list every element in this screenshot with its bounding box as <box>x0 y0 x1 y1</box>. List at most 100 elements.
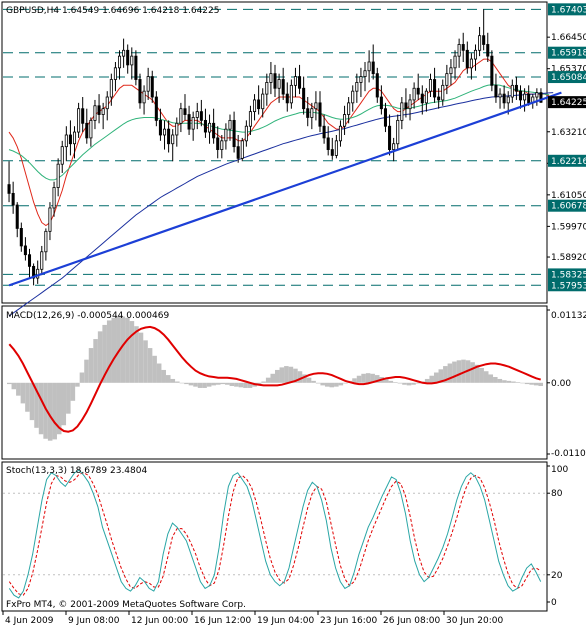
macd-histogram-bar <box>302 374 307 383</box>
macd-histogram-bar <box>456 360 462 383</box>
macd-histogram-bar <box>43 382 48 439</box>
candle-body <box>72 131 77 145</box>
candle-body <box>81 108 85 124</box>
candle-body <box>445 73 449 86</box>
macd-histogram-bar <box>161 369 166 383</box>
macd-histogram-bar <box>79 372 85 383</box>
candle-body <box>465 49 469 69</box>
macd-histogram-bar <box>284 366 289 383</box>
macd-histogram-bar <box>288 366 294 383</box>
candle-body <box>396 119 400 145</box>
macd-histogram-bar <box>411 382 416 385</box>
candle-body <box>44 230 48 253</box>
candle-body <box>195 111 199 118</box>
macd-histogram-bar <box>202 382 207 388</box>
macd-histogram-bar <box>374 375 380 383</box>
macd-histogram-bar <box>311 380 316 383</box>
candle-body <box>248 111 252 127</box>
macd-tick-label: -0.01107 <box>551 449 586 459</box>
level-price-tag <box>548 199 586 212</box>
candle-body <box>359 76 363 83</box>
current-price-tag <box>548 96 586 109</box>
macd-histogram-bar <box>152 355 157 383</box>
candle-body <box>453 55 457 69</box>
macd-histogram-bar <box>447 363 453 383</box>
macd-histogram-bar <box>125 317 130 383</box>
candle-body <box>355 82 359 92</box>
candle-body <box>85 122 89 139</box>
symbol-header: GBPUSD,H4 1.64549 1.64696 1.64218 1.6422… <box>6 6 219 16</box>
macd-histogram-bar <box>384 378 389 383</box>
candle-body <box>150 76 154 98</box>
macd-histogram-bar <box>502 380 507 383</box>
candle-body <box>175 122 179 136</box>
candle-body <box>388 125 392 150</box>
candle-body <box>441 84 445 101</box>
macd-histogram-bar <box>129 321 135 383</box>
candle-body <box>502 93 506 104</box>
macd-histogram-bar <box>452 361 457 383</box>
macd-histogram-bar <box>329 382 335 388</box>
candle-body <box>494 84 498 98</box>
macd-histogram-bar <box>529 382 534 385</box>
candle-body <box>154 96 158 121</box>
candle-body <box>68 134 72 145</box>
macd-histogram-bar <box>197 382 203 388</box>
candle-body <box>203 119 207 133</box>
macd-histogram-bar <box>165 375 171 383</box>
stoch-panel-frame <box>1 461 548 612</box>
candle-body <box>285 93 289 104</box>
candle-body <box>240 140 244 159</box>
level-price-tag <box>548 154 586 167</box>
macd-histogram-bar <box>93 339 98 383</box>
time-tick-label: 23 Jun 16:00 <box>320 616 377 626</box>
macd-histogram-bar <box>34 382 39 428</box>
level-price-label: 1.58325 <box>551 270 586 280</box>
candle-body <box>232 119 236 148</box>
candle-body <box>113 67 117 80</box>
candle-body <box>351 90 355 104</box>
candle-body <box>416 87 420 95</box>
macd-histogram-bar <box>352 378 357 383</box>
candle-body <box>101 108 105 115</box>
level-price-tag <box>548 3 586 16</box>
price-tick-label: 1.65370 <box>551 65 586 75</box>
stoch-plot <box>3 469 547 599</box>
candle-body <box>212 122 216 139</box>
candle-body <box>48 207 52 232</box>
macd-histogram-bar <box>206 382 212 387</box>
candle-body <box>109 79 113 98</box>
macd-histogram-bar <box>225 382 230 385</box>
macd-histogram-bar <box>338 382 344 386</box>
candle-body <box>183 108 187 115</box>
time-tick-label: 19 Jun 04:00 <box>257 616 314 626</box>
candle-body <box>163 128 167 136</box>
candle-body <box>117 55 122 69</box>
candle-body <box>138 79 142 104</box>
stoch-main-line <box>8 469 542 599</box>
macd-histogram-bar <box>138 332 144 383</box>
candle-body <box>89 119 93 139</box>
candle-body <box>539 92 543 103</box>
candle-body <box>158 119 162 136</box>
candle-body <box>437 96 441 101</box>
trendline[interactable] <box>8 91 562 287</box>
price-plot <box>3 8 562 317</box>
candle-body <box>424 90 428 104</box>
macd-histogram-bar <box>52 382 57 440</box>
macd-histogram-bar <box>461 359 466 383</box>
axes: 1.664501.653701.632101.621301.610501.599… <box>2 3 586 626</box>
candle-body <box>93 105 97 121</box>
candle-body <box>64 134 68 148</box>
macd-histogram-bar <box>433 372 439 383</box>
macd-histogram-bar <box>38 382 44 435</box>
candle-body <box>171 134 175 145</box>
macd-histogram-bar <box>188 382 194 386</box>
candle-body <box>510 84 514 98</box>
candle-body <box>208 122 212 133</box>
macd-histogram-bar <box>47 382 53 441</box>
macd-histogram-bar <box>215 382 221 385</box>
candle-body <box>318 102 322 127</box>
candle-body <box>514 84 518 92</box>
candle-body <box>298 76 302 89</box>
